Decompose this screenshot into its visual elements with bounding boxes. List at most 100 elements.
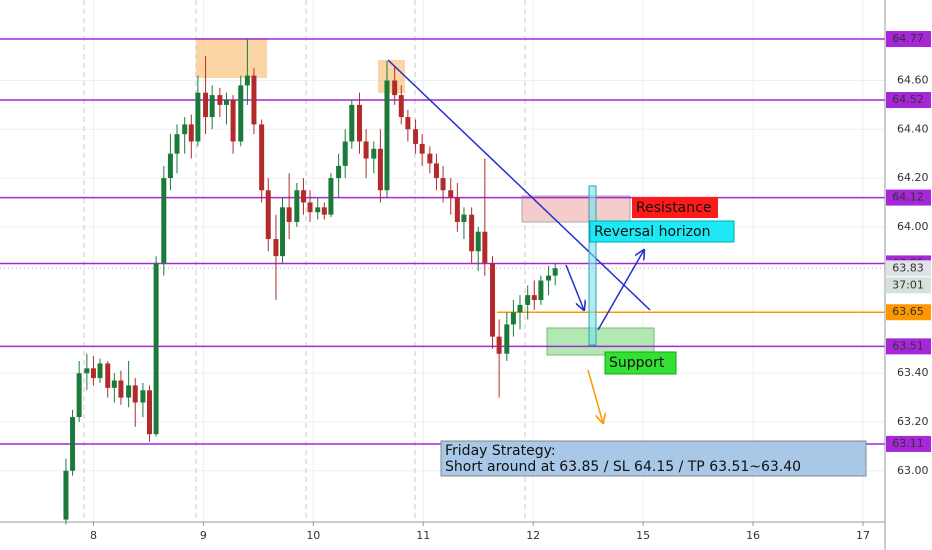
y-tick-label: 64.40: [897, 122, 929, 135]
candle-body: [307, 202, 313, 213]
level-label-box: [886, 92, 931, 109]
candle-body: [84, 368, 90, 374]
candle-body: [384, 80, 390, 191]
support-label: Support: [609, 355, 665, 371]
x-tick-label: 12: [526, 529, 540, 542]
x-tick-label: 10: [306, 529, 320, 542]
drawings: [387, 59, 651, 423]
last-price-label-box: [886, 260, 931, 277]
candle-body: [230, 100, 236, 142]
candle-body: [328, 178, 334, 215]
labels: Resistance Reversal horizon Support Frid…: [440, 197, 867, 477]
candle-body: [188, 124, 194, 142]
candle-body: [525, 295, 531, 305]
x-tick-label: 15: [636, 529, 650, 542]
candle-body: [70, 417, 76, 471]
arrow: [597, 250, 644, 331]
candle-body: [97, 363, 103, 379]
candle-body: [475, 231, 481, 252]
candle-body: [433, 163, 439, 179]
candle-body: [203, 92, 209, 118]
candle-body: [294, 190, 300, 222]
resistance-label: Resistance: [636, 200, 711, 216]
candle-body: [392, 80, 398, 96]
candle-body: [517, 304, 523, 313]
session-separators: [83, 0, 526, 522]
candle-body: [440, 178, 446, 191]
candle-body: [126, 385, 132, 398]
last-price-label: 63.83: [892, 261, 924, 274]
level-label-box: [886, 189, 931, 206]
candle-body: [161, 178, 167, 264]
strategy-title: Friday Strategy:: [445, 443, 556, 459]
candle-body: [538, 280, 544, 301]
candle-body: [273, 239, 279, 257]
candle-body: [552, 268, 558, 276]
candle-body: [111, 380, 117, 388]
entry-label: 63.65: [892, 305, 924, 318]
y-tick-label: 63.40: [897, 366, 929, 379]
candle-body: [63, 470, 69, 520]
y-tick-label: 63.20: [897, 415, 929, 428]
countdown: 37:01: [892, 278, 924, 291]
candle-body: [209, 95, 215, 118]
candle-body: [546, 275, 552, 281]
y-tick-label: 64.00: [897, 220, 929, 233]
level-label: 64.52: [892, 93, 924, 106]
x-tick-label: 11: [416, 529, 430, 542]
y-tick-label: 64.60: [897, 73, 929, 86]
axes: 64.60 64.40 64.20 64.00 63.40 63.20 63.00 8 9 10 1…: [90, 31, 931, 542]
x-tick-label: 8: [90, 529, 97, 542]
label-box: [632, 197, 718, 218]
candle-body: [398, 95, 404, 118]
candle-body: [300, 190, 306, 203]
level-label-box: [886, 338, 931, 355]
candle-body: [105, 363, 111, 388]
label-box: [589, 220, 735, 243]
candle-body: [419, 143, 425, 154]
candle-body: [356, 104, 362, 142]
candle-body: [496, 336, 502, 354]
candle-body: [90, 368, 96, 379]
level-label: 63.11: [892, 437, 924, 450]
candle-body: [251, 75, 257, 125]
candle-body: [461, 214, 467, 222]
candle-body: [118, 380, 124, 398]
arrow: [587, 369, 603, 423]
resistance-zone: [521, 195, 631, 223]
candle-body: [405, 117, 411, 130]
candle-body: [482, 231, 488, 264]
candle-body: [321, 207, 327, 215]
candle-body: [140, 390, 146, 403]
candle-body: [510, 312, 516, 325]
candle-body: [413, 129, 419, 144]
candle-body: [342, 141, 348, 166]
candle-body: [217, 95, 223, 105]
candle-body: [238, 85, 244, 142]
candle-body: [363, 141, 369, 159]
arrow: [565, 264, 584, 310]
candle-body: [490, 263, 496, 337]
candle-body: [531, 295, 537, 301]
candle-body: [469, 214, 475, 252]
countdown-box: [886, 277, 931, 294]
x-tick-label: 9: [200, 529, 207, 542]
candle-body: [76, 373, 82, 418]
candles: [63, 39, 558, 525]
strategy-box: [440, 440, 867, 477]
x-tick-label: 16: [746, 529, 760, 542]
candle-body: [223, 100, 229, 105]
entry-label-box: [886, 304, 931, 321]
candle-body: [454, 197, 460, 222]
candle-body: [504, 324, 510, 354]
level-label: 64.77: [892, 32, 924, 45]
candle-body: [195, 92, 201, 142]
candle-body: [377, 148, 383, 191]
level-label: 63.51: [892, 339, 924, 352]
candle-body: [174, 134, 180, 154]
trend-line: [387, 59, 651, 311]
strategy-text: Short around at 63.85 / SL 64.15 / TP 63…: [445, 459, 801, 475]
reversal-marker: [588, 185, 597, 346]
candle-body: [427, 153, 433, 164]
